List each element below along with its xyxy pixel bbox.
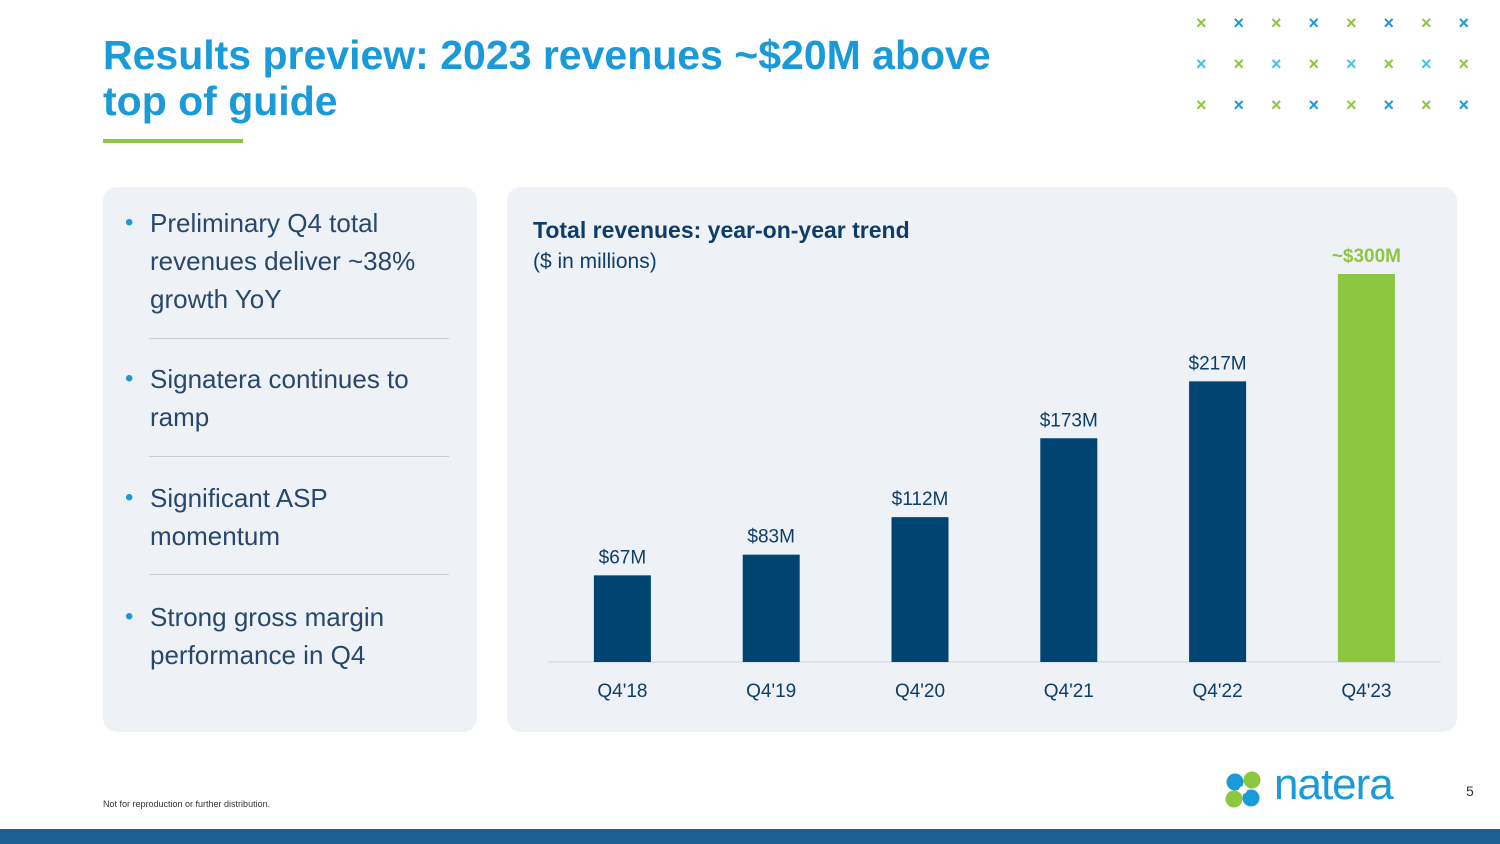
data-label: $83M <box>747 527 795 548</box>
bullet-separator <box>149 338 449 339</box>
x-mark-icon: × <box>1308 54 1320 74</box>
bullet-text: Strong gross margin performance in Q4 <box>150 602 385 670</box>
data-label: ~$300M <box>1332 246 1401 267</box>
chart-title: Total revenues: year-on-year trend <box>533 217 910 243</box>
x-mark-icon: × <box>1196 95 1207 115</box>
footer-bar <box>0 829 1500 844</box>
data-label: $67M <box>599 547 647 568</box>
x-mark-icon: × <box>1196 54 1207 74</box>
bullet-dot-icon: • <box>125 209 134 236</box>
x-mark-icon: × <box>1271 54 1282 74</box>
x-tick-label: Q4'22 <box>1193 681 1243 702</box>
bar-Q423 <box>1337 274 1395 662</box>
bullet-dot-icon: • <box>125 365 134 392</box>
bar-Q419 <box>742 554 800 662</box>
bullet-dot-icon: • <box>125 603 134 630</box>
x-mark-icon: × <box>1383 54 1395 74</box>
page-number: 5 <box>1466 783 1474 799</box>
x-mark-icon: × <box>1308 13 1320 33</box>
x-mark-icon: × <box>1346 13 1357 33</box>
x-mark-icon: × <box>1271 13 1282 33</box>
bullet-item: • Preliminary Q4 total revenues deliver … <box>125 204 455 318</box>
bullet-item: • Significant ASP momentum <box>125 479 455 555</box>
natera-logo-icon <box>1225 771 1261 808</box>
x-mark-icon: × <box>1421 54 1432 74</box>
x-mark-icon: × <box>1383 95 1395 115</box>
bullet-text: Signatera continues to ramp <box>150 364 409 432</box>
bar-Q422 <box>1189 381 1247 662</box>
bullet-separator <box>149 574 449 575</box>
x-tick-label: Q4'23 <box>1341 681 1391 702</box>
title-underline <box>103 139 243 143</box>
bar-Q418 <box>593 575 651 662</box>
x-mark-icon: × <box>1346 54 1357 74</box>
footer-disclaimer: Not for reproduction or further distribu… <box>103 799 271 809</box>
x-mark-icon: × <box>1271 95 1282 115</box>
bullet-text: Preliminary Q4 total revenues deliver ~3… <box>150 208 416 314</box>
data-label: $173M <box>1040 410 1098 431</box>
bullets-panel: • Preliminary Q4 total revenues deliver … <box>103 187 477 732</box>
slide-title: Results preview: 2023 revenues ~$20M abo… <box>103 32 991 124</box>
bullet-item: • Strong gross margin performance in Q4 <box>125 598 455 674</box>
natera-logo: natera <box>1222 760 1422 814</box>
x-tick-label: Q4'21 <box>1044 681 1094 702</box>
x-mark-icon: × <box>1346 95 1357 115</box>
x-mark-icon: × <box>1233 95 1245 115</box>
x-mark-icon: × <box>1458 95 1470 115</box>
x-mark-icon: × <box>1421 13 1432 33</box>
logo-wordmark: natera <box>1274 760 1394 809</box>
x-mark-icon: × <box>1458 54 1470 74</box>
data-label: $217M <box>1189 353 1247 374</box>
bar-Q421 <box>1040 438 1098 662</box>
x-mark-icon: × <box>1458 13 1470 33</box>
bar-Q420 <box>891 517 949 662</box>
chart-panel: Total revenues: year-on-year trend ($ in… <box>507 187 1457 732</box>
revenue-bar-chart: $67M Q4'18 $83M Q4'19 $112M Q4'20 $173M Q4'21 $2… <box>548 246 1441 702</box>
bullet-item: • Signatera continues to ramp <box>125 360 455 436</box>
x-pattern-decoration: × × × × × × × × × × × × × × × × × × × × × × × × <box>1196 14 1486 124</box>
bullet-dot-icon: • <box>125 484 134 511</box>
x-tick-label: Q4'20 <box>895 681 945 702</box>
x-mark-icon: × <box>1308 95 1320 115</box>
x-mark-icon: × <box>1233 54 1245 74</box>
bullet-separator <box>149 456 449 457</box>
x-tick-label: Q4'19 <box>746 681 796 702</box>
x-mark-icon: × <box>1196 13 1207 33</box>
data-label: $112M <box>892 489 949 510</box>
x-tick-label: Q4'18 <box>597 681 647 702</box>
x-mark-icon: × <box>1421 95 1432 115</box>
bullet-text: Significant ASP momentum <box>150 483 328 551</box>
x-mark-icon: × <box>1233 13 1245 33</box>
chart-subtitle: ($ in millions) <box>533 250 657 273</box>
x-mark-icon: × <box>1383 13 1395 33</box>
